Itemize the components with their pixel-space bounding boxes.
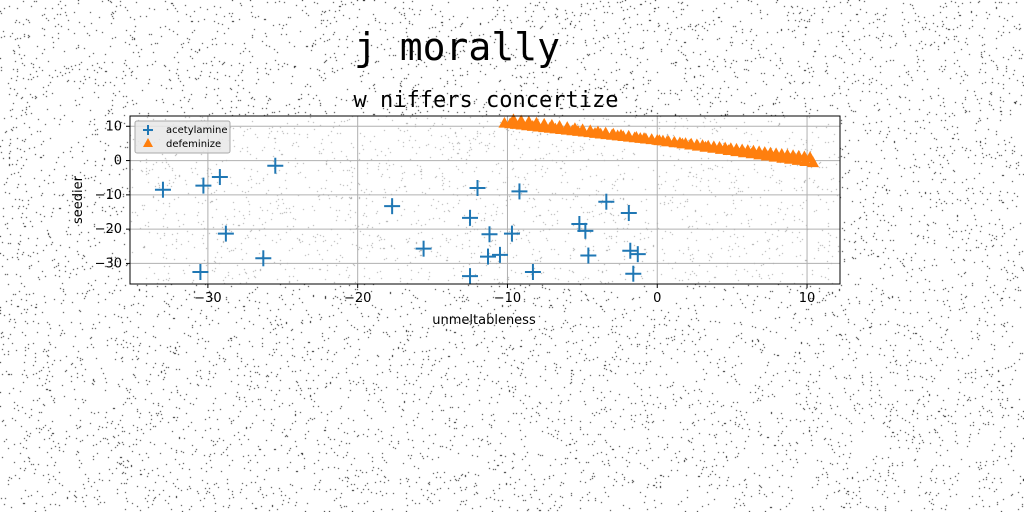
legend-items: acetylamine defeminize xyxy=(143,125,228,150)
acetylamine-point xyxy=(491,246,508,263)
defeminize-point xyxy=(607,127,620,139)
acetylamine-point xyxy=(195,177,212,194)
y-tick-label: 10 xyxy=(105,119,122,134)
series-acetylamine xyxy=(154,157,646,285)
chart-suptitle: j morally xyxy=(354,25,560,69)
y-tick-label: 0 xyxy=(114,154,122,169)
defeminize-point xyxy=(522,115,535,127)
x-tick-label: 0 xyxy=(653,291,661,306)
acetylamine-point xyxy=(154,181,171,198)
series-layer xyxy=(154,113,820,285)
grid-lines xyxy=(130,116,840,284)
defeminize-point xyxy=(791,154,804,165)
defeminize-point xyxy=(591,125,604,137)
defeminize-point xyxy=(676,137,689,149)
acetylamine-point xyxy=(511,183,528,200)
defeminize-point xyxy=(684,138,697,150)
acetylamine-point xyxy=(580,247,597,264)
acetylamine-point xyxy=(620,205,637,222)
defeminize-point xyxy=(576,123,589,135)
acetylamine-point xyxy=(143,125,153,135)
acetylamine-point xyxy=(625,265,642,282)
defeminize-point xyxy=(622,129,635,141)
legend-label-defeminize: defeminize xyxy=(166,139,221,150)
defeminize-point xyxy=(507,113,520,125)
acetylamine-point xyxy=(415,240,432,257)
defeminize-point xyxy=(545,118,558,130)
y-axis-label: seedier xyxy=(71,175,86,224)
x-tick-label: −10 xyxy=(494,291,521,306)
acetylamine-point xyxy=(479,248,496,265)
x-tick-label: −30 xyxy=(194,291,221,306)
defeminize-point xyxy=(553,120,566,131)
acetylamine-point xyxy=(217,225,234,242)
defeminize-point xyxy=(568,122,581,134)
defeminize-point xyxy=(768,150,781,162)
defeminize-point xyxy=(737,146,750,158)
defeminize-point xyxy=(530,116,543,128)
defeminize-point xyxy=(753,148,766,160)
plot-frame xyxy=(129,115,841,285)
acetylamine-point xyxy=(384,198,401,215)
defeminize-point xyxy=(714,143,727,154)
defeminize-point xyxy=(776,151,789,163)
defeminize-point xyxy=(807,156,820,168)
acetylamine-point xyxy=(211,169,228,186)
acetylamine-point xyxy=(462,268,479,285)
plot-area xyxy=(130,116,840,284)
defeminize-point xyxy=(538,117,551,129)
acetylamine-point xyxy=(267,157,284,174)
defeminize-point xyxy=(799,155,812,166)
acetylamine-point xyxy=(503,225,520,242)
acetylamine-point xyxy=(462,209,479,226)
defeminize-point xyxy=(730,145,743,157)
acetylamine-point xyxy=(192,264,209,280)
acetylamine-point xyxy=(524,264,541,280)
acetylamine-point xyxy=(481,226,498,243)
defeminize-point xyxy=(630,131,643,142)
defeminize-point xyxy=(760,149,773,161)
defeminize-point xyxy=(699,140,712,152)
defeminize-point xyxy=(645,133,658,145)
legend-box xyxy=(134,120,231,154)
x-tick-label: 10 xyxy=(799,291,816,306)
defeminize-point xyxy=(638,132,651,143)
x-axis-ticks: −30 −20 −10 0 10 xyxy=(194,284,815,306)
acetylamine-point xyxy=(629,246,646,263)
y-tick-label: −30 xyxy=(95,256,122,271)
acetylamine-point xyxy=(622,242,639,259)
y-tick-label: −20 xyxy=(95,222,122,237)
defeminize-point xyxy=(722,144,735,155)
y-axis-ticks: −30 −20 −10 0 10 xyxy=(95,119,130,271)
legend: acetylamine defeminize xyxy=(134,120,231,154)
defeminize-point xyxy=(668,136,681,148)
legend-label-acetylamine: acetylamine xyxy=(166,125,228,136)
defeminize-point xyxy=(745,147,758,159)
acetylamine-point xyxy=(469,180,486,196)
x-axis-label: unmeltableness xyxy=(432,313,536,328)
defeminize-point xyxy=(599,126,612,138)
defeminize-point xyxy=(515,114,528,126)
acetylamine-point xyxy=(577,222,594,239)
defeminize-point xyxy=(691,139,704,151)
defeminize-point xyxy=(143,138,153,147)
defeminize-point xyxy=(561,121,574,132)
defeminize-point xyxy=(783,152,796,164)
acetylamine-point xyxy=(598,193,615,210)
series-defeminize xyxy=(498,113,820,168)
chart-title: w niffers concertize xyxy=(354,88,619,113)
x-tick-label: −20 xyxy=(344,291,371,306)
defeminize-point xyxy=(584,124,597,136)
defeminize-point xyxy=(707,142,720,153)
defeminize-point xyxy=(653,134,666,146)
y-tick-label: −10 xyxy=(95,188,122,203)
plot-background xyxy=(130,116,840,284)
defeminize-point xyxy=(661,135,674,147)
acetylamine-point xyxy=(255,250,272,267)
defeminize-point xyxy=(615,128,628,140)
